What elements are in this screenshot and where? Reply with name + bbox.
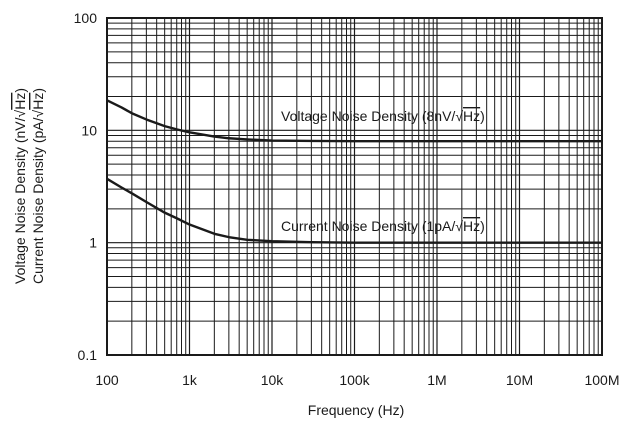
y-voltage-radicand: Hz (12, 93, 28, 110)
current-label-radicand: Hz (463, 218, 480, 234)
y-tick-labels: 0.1 1 10 100 (74, 10, 98, 363)
y-current-suffix: ) (30, 88, 46, 93)
y-axis-title-voltage: Voltage Noise Density (nV/√Hz) (12, 88, 28, 284)
voltage-label-prefix: Voltage Noise Density (8nV/ (281, 108, 455, 124)
y-voltage-radical: √ (12, 109, 28, 117)
y-tick-label: 10 (81, 122, 97, 138)
voltage-noise-curve (106, 99, 602, 143)
x-tick-label: 100k (339, 372, 370, 388)
y-voltage-suffix: ) (12, 88, 28, 93)
series-layer (106, 99, 602, 244)
current-label-suffix: ) (480, 218, 485, 234)
y-current-radical: √ (30, 109, 46, 117)
y-tick-label: 100 (74, 10, 98, 26)
y-tick-label: 1 (89, 235, 97, 251)
voltage-label-radicand: Hz (463, 108, 480, 124)
x-tick-label: 10k (261, 372, 285, 388)
y-tick-label: 0.1 (78, 347, 98, 363)
current-label-prefix: Current Noise Density (1pA/ (281, 218, 455, 234)
y-current-prefix: Current Noise Density (pA/ (30, 117, 46, 284)
plot-frame (106, 17, 603, 356)
x-tick-labels: 100 1k 10k 100k 1M 10M 100M (95, 372, 619, 388)
y-voltage-prefix: Voltage Noise Density (nV/ (12, 117, 28, 284)
voltage-label-radical: √ (455, 108, 463, 124)
y-current-radicand: Hz (30, 93, 46, 110)
x-tick-label: 100 (95, 372, 119, 388)
x-tick-label: 1k (182, 372, 198, 388)
x-tick-label: 1M (427, 372, 446, 388)
voltage-series-label: Voltage Noise Density (8nV/√Hz) (281, 108, 485, 124)
x-axis-title: Frequency (Hz) (308, 402, 404, 418)
y-axis-title-current: Current Noise Density (pA/√Hz) (30, 88, 46, 284)
voltage-label-suffix: ) (480, 108, 485, 124)
current-noise-curve (106, 177, 602, 244)
current-series-label: Current Noise Density (1pA/√Hz) (281, 218, 485, 234)
x-tick-label: 100M (584, 372, 619, 388)
x-tick-label: 10M (506, 372, 533, 388)
current-label-radical: √ (455, 218, 463, 234)
